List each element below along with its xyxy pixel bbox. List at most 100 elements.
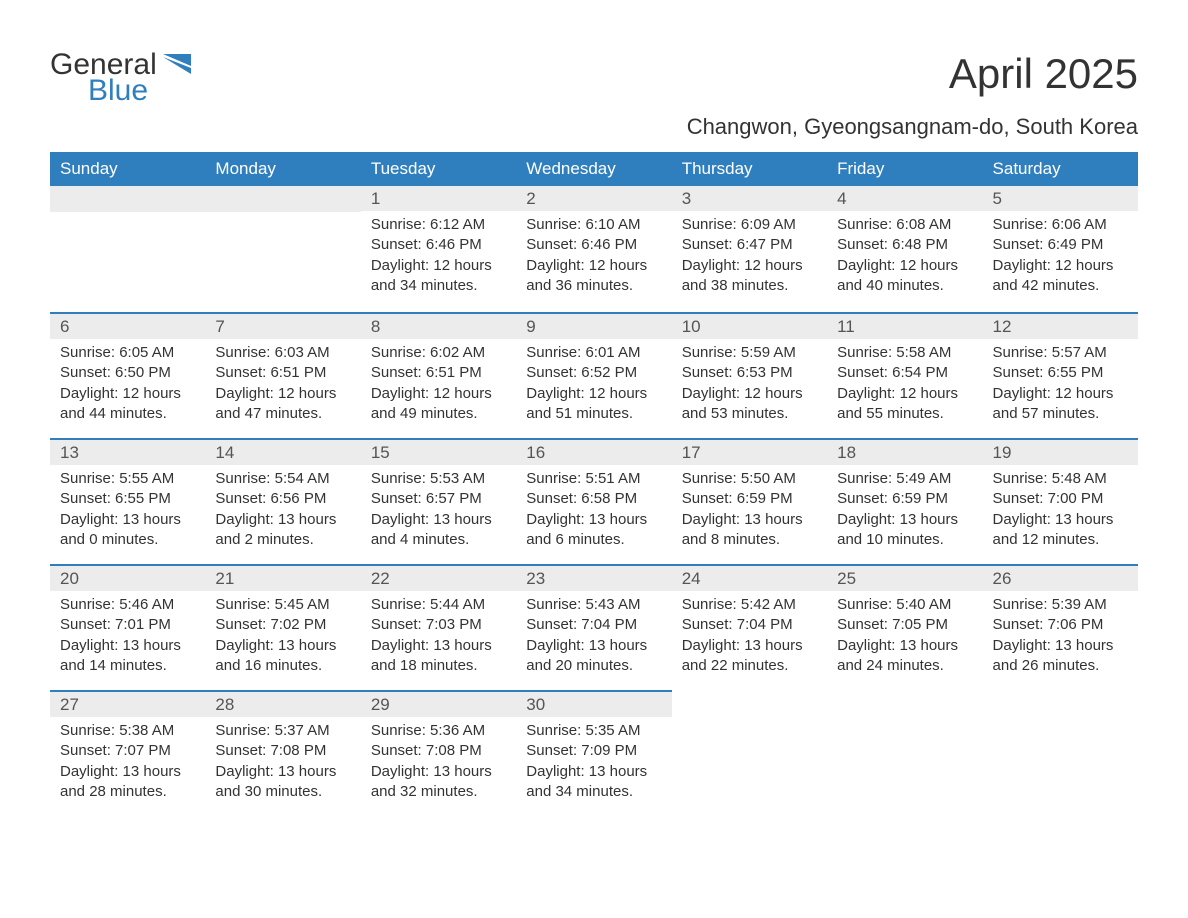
daylight-text: Daylight: 12 hours and 57 minutes. — [993, 384, 1128, 425]
calendar-cell — [983, 690, 1138, 816]
day-number: 27 — [50, 692, 205, 717]
daylight-text: Daylight: 12 hours and 49 minutes. — [371, 384, 506, 425]
weekday-header: Monday — [205, 152, 360, 186]
calendar-cell: 8Sunrise: 6:02 AMSunset: 6:51 PMDaylight… — [361, 312, 516, 438]
sunrise-text: Sunrise: 5:44 AM — [371, 595, 506, 615]
daylight-text: Daylight: 13 hours and 24 minutes. — [837, 636, 972, 677]
calendar-cell: 24Sunrise: 5:42 AMSunset: 7:04 PMDayligh… — [672, 564, 827, 690]
day-body: Sunrise: 6:08 AMSunset: 6:48 PMDaylight:… — [827, 211, 982, 304]
day-number: 23 — [516, 566, 671, 591]
sunset-text: Sunset: 6:59 PM — [837, 489, 972, 509]
day-body: Sunrise: 5:39 AMSunset: 7:06 PMDaylight:… — [983, 591, 1138, 684]
day-number: 13 — [50, 440, 205, 465]
daylight-text: Daylight: 13 hours and 6 minutes. — [526, 510, 661, 551]
calendar-cell — [50, 186, 205, 312]
calendar-cell: 12Sunrise: 5:57 AMSunset: 6:55 PMDayligh… — [983, 312, 1138, 438]
daylight-text: Daylight: 12 hours and 38 minutes. — [682, 256, 817, 297]
day-body: Sunrise: 5:59 AMSunset: 6:53 PMDaylight:… — [672, 339, 827, 432]
sunset-text: Sunset: 6:56 PM — [215, 489, 350, 509]
day-body: Sunrise: 5:49 AMSunset: 6:59 PMDaylight:… — [827, 465, 982, 558]
daylight-text: Daylight: 13 hours and 12 minutes. — [993, 510, 1128, 551]
day-body: Sunrise: 5:36 AMSunset: 7:08 PMDaylight:… — [361, 717, 516, 810]
day-body: Sunrise: 5:51 AMSunset: 6:58 PMDaylight:… — [516, 465, 671, 558]
empty-day — [50, 186, 205, 212]
day-number: 16 — [516, 440, 671, 465]
sunset-text: Sunset: 6:52 PM — [526, 363, 661, 383]
daylight-text: Daylight: 13 hours and 32 minutes. — [371, 762, 506, 803]
day-number: 12 — [983, 314, 1138, 339]
day-body: Sunrise: 5:53 AMSunset: 6:57 PMDaylight:… — [361, 465, 516, 558]
calendar-table: Sunday Monday Tuesday Wednesday Thursday… — [50, 152, 1138, 816]
day-body: Sunrise: 5:43 AMSunset: 7:04 PMDaylight:… — [516, 591, 671, 684]
sunrise-text: Sunrise: 6:03 AM — [215, 343, 350, 363]
sunset-text: Sunset: 6:48 PM — [837, 235, 972, 255]
day-body: Sunrise: 5:55 AMSunset: 6:55 PMDaylight:… — [50, 465, 205, 558]
daylight-text: Daylight: 13 hours and 18 minutes. — [371, 636, 506, 677]
calendar-cell: 11Sunrise: 5:58 AMSunset: 6:54 PMDayligh… — [827, 312, 982, 438]
calendar-cell: 5Sunrise: 6:06 AMSunset: 6:49 PMDaylight… — [983, 186, 1138, 312]
sunset-text: Sunset: 7:04 PM — [526, 615, 661, 635]
sunset-text: Sunset: 6:47 PM — [682, 235, 817, 255]
sunrise-text: Sunrise: 6:06 AM — [993, 215, 1128, 235]
day-body: Sunrise: 6:09 AMSunset: 6:47 PMDaylight:… — [672, 211, 827, 304]
sunrise-text: Sunrise: 6:05 AM — [60, 343, 195, 363]
calendar-week-row: 13Sunrise: 5:55 AMSunset: 6:55 PMDayligh… — [50, 438, 1138, 564]
sunset-text: Sunset: 7:08 PM — [215, 741, 350, 761]
sunrise-text: Sunrise: 5:38 AM — [60, 721, 195, 741]
sunset-text: Sunset: 7:04 PM — [682, 615, 817, 635]
sunrise-text: Sunrise: 6:01 AM — [526, 343, 661, 363]
sunrise-text: Sunrise: 6:08 AM — [837, 215, 972, 235]
sunrise-text: Sunrise: 6:02 AM — [371, 343, 506, 363]
sunset-text: Sunset: 6:57 PM — [371, 489, 506, 509]
day-number: 5 — [983, 186, 1138, 211]
sunrise-text: Sunrise: 5:36 AM — [371, 721, 506, 741]
day-body: Sunrise: 5:37 AMSunset: 7:08 PMDaylight:… — [205, 717, 360, 810]
calendar-cell: 18Sunrise: 5:49 AMSunset: 6:59 PMDayligh… — [827, 438, 982, 564]
day-body: Sunrise: 6:03 AMSunset: 6:51 PMDaylight:… — [205, 339, 360, 432]
day-number: 29 — [361, 692, 516, 717]
calendar-cell: 19Sunrise: 5:48 AMSunset: 7:00 PMDayligh… — [983, 438, 1138, 564]
day-number: 28 — [205, 692, 360, 717]
sunrise-text: Sunrise: 6:12 AM — [371, 215, 506, 235]
day-body: Sunrise: 5:45 AMSunset: 7:02 PMDaylight:… — [205, 591, 360, 684]
weekday-header: Sunday — [50, 152, 205, 186]
sunrise-text: Sunrise: 5:37 AM — [215, 721, 350, 741]
calendar-cell: 20Sunrise: 5:46 AMSunset: 7:01 PMDayligh… — [50, 564, 205, 690]
daylight-text: Daylight: 12 hours and 34 minutes. — [371, 256, 506, 297]
sunrise-text: Sunrise: 5:58 AM — [837, 343, 972, 363]
sunset-text: Sunset: 6:46 PM — [526, 235, 661, 255]
sunset-text: Sunset: 6:51 PM — [215, 363, 350, 383]
day-number: 6 — [50, 314, 205, 339]
daylight-text: Daylight: 12 hours and 44 minutes. — [60, 384, 195, 425]
calendar-cell: 17Sunrise: 5:50 AMSunset: 6:59 PMDayligh… — [672, 438, 827, 564]
day-number: 7 — [205, 314, 360, 339]
sunrise-text: Sunrise: 5:46 AM — [60, 595, 195, 615]
day-body: Sunrise: 5:48 AMSunset: 7:00 PMDaylight:… — [983, 465, 1138, 558]
weekday-header: Thursday — [672, 152, 827, 186]
day-number: 3 — [672, 186, 827, 211]
calendar-week-row: 20Sunrise: 5:46 AMSunset: 7:01 PMDayligh… — [50, 564, 1138, 690]
day-number: 21 — [205, 566, 360, 591]
sunset-text: Sunset: 6:55 PM — [993, 363, 1128, 383]
day-number: 4 — [827, 186, 982, 211]
calendar-cell: 21Sunrise: 5:45 AMSunset: 7:02 PMDayligh… — [205, 564, 360, 690]
sunset-text: Sunset: 6:53 PM — [682, 363, 817, 383]
calendar-week-row: 1Sunrise: 6:12 AMSunset: 6:46 PMDaylight… — [50, 186, 1138, 312]
daylight-text: Daylight: 12 hours and 40 minutes. — [837, 256, 972, 297]
page-subtitle: Changwon, Gyeongsangnam-do, South Korea — [50, 114, 1138, 140]
daylight-text: Daylight: 12 hours and 53 minutes. — [682, 384, 817, 425]
calendar-cell: 10Sunrise: 5:59 AMSunset: 6:53 PMDayligh… — [672, 312, 827, 438]
sunrise-text: Sunrise: 5:53 AM — [371, 469, 506, 489]
calendar-cell: 9Sunrise: 6:01 AMSunset: 6:52 PMDaylight… — [516, 312, 671, 438]
day-number: 24 — [672, 566, 827, 591]
sunset-text: Sunset: 6:59 PM — [682, 489, 817, 509]
day-body: Sunrise: 6:06 AMSunset: 6:49 PMDaylight:… — [983, 211, 1138, 304]
calendar-cell: 28Sunrise: 5:37 AMSunset: 7:08 PMDayligh… — [205, 690, 360, 816]
sunrise-text: Sunrise: 5:55 AM — [60, 469, 195, 489]
sunset-text: Sunset: 7:09 PM — [526, 741, 661, 761]
day-body: Sunrise: 5:54 AMSunset: 6:56 PMDaylight:… — [205, 465, 360, 558]
day-body: Sunrise: 5:38 AMSunset: 7:07 PMDaylight:… — [50, 717, 205, 810]
day-body: Sunrise: 5:35 AMSunset: 7:09 PMDaylight:… — [516, 717, 671, 810]
daylight-text: Daylight: 13 hours and 16 minutes. — [215, 636, 350, 677]
calendar-cell: 25Sunrise: 5:40 AMSunset: 7:05 PMDayligh… — [827, 564, 982, 690]
